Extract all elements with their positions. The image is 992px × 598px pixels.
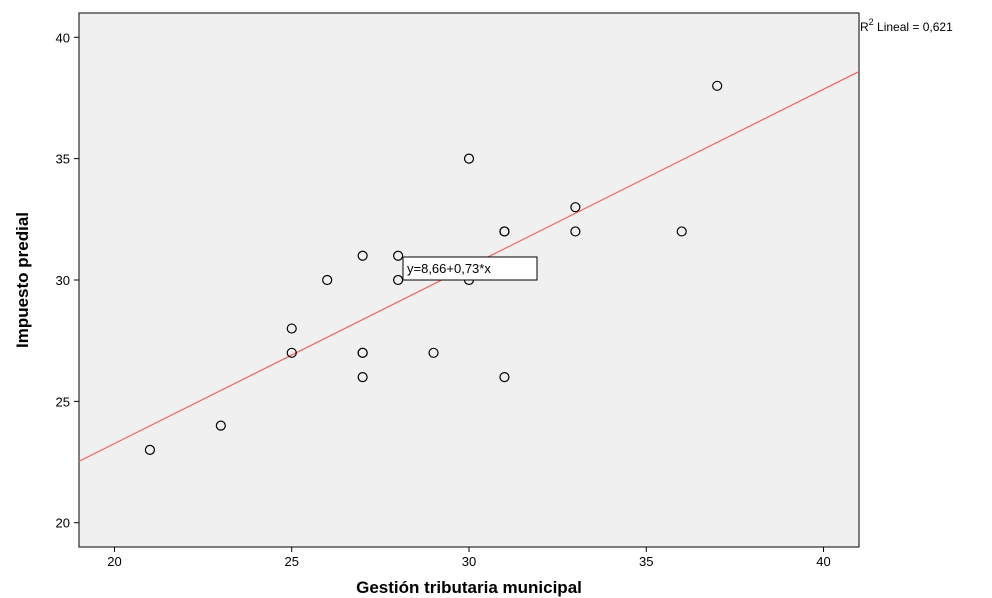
r2-label: R2 Lineal = 0,621 bbox=[860, 17, 953, 34]
data-point bbox=[357, 347, 368, 358]
x-tick-label: 30 bbox=[462, 554, 476, 569]
r2-text: Lineal = 0,621 bbox=[874, 20, 953, 34]
y-axis-title: Impuesto predial bbox=[13, 212, 32, 348]
equation-box-frame bbox=[402, 256, 538, 281]
r2-prefix: R bbox=[860, 20, 869, 34]
equation-label: y=8,66+0,73*x bbox=[407, 261, 491, 276]
x-tick-label: 25 bbox=[284, 554, 298, 569]
x-tick-label: 35 bbox=[639, 554, 653, 569]
equation-box: y=8,66+0,73*x bbox=[402, 256, 538, 281]
data-point bbox=[463, 153, 475, 164]
data-points bbox=[144, 80, 723, 456]
r2-superscript: 2 bbox=[869, 17, 874, 27]
x-tick-label: 40 bbox=[816, 554, 830, 569]
y-tick-label: 25 bbox=[56, 394, 70, 409]
y-tick-label: 40 bbox=[56, 30, 70, 45]
data-point bbox=[570, 202, 581, 213]
data-point bbox=[392, 250, 404, 261]
y-tick-label: 30 bbox=[56, 273, 70, 288]
data-point bbox=[357, 371, 368, 383]
y-tick-label: 20 bbox=[56, 516, 70, 531]
y-tick-label: 35 bbox=[56, 152, 70, 167]
data-point bbox=[357, 250, 368, 261]
x-tick-label: 20 bbox=[107, 554, 121, 569]
data-point bbox=[428, 347, 439, 358]
data-point bbox=[322, 274, 333, 286]
data-point bbox=[286, 347, 297, 358]
data-point bbox=[499, 371, 510, 383]
data-point bbox=[286, 323, 297, 334]
data-point bbox=[499, 226, 510, 237]
data-point bbox=[676, 226, 687, 237]
data-point bbox=[712, 80, 723, 91]
data-point bbox=[144, 444, 156, 456]
data-point bbox=[570, 226, 581, 237]
x-axis-title: Gestión tributaria municipal bbox=[356, 578, 582, 597]
data-point bbox=[215, 420, 226, 431]
axis-ticks: 20 25 30 35 40 20 25 30 35 40 bbox=[56, 30, 831, 569]
